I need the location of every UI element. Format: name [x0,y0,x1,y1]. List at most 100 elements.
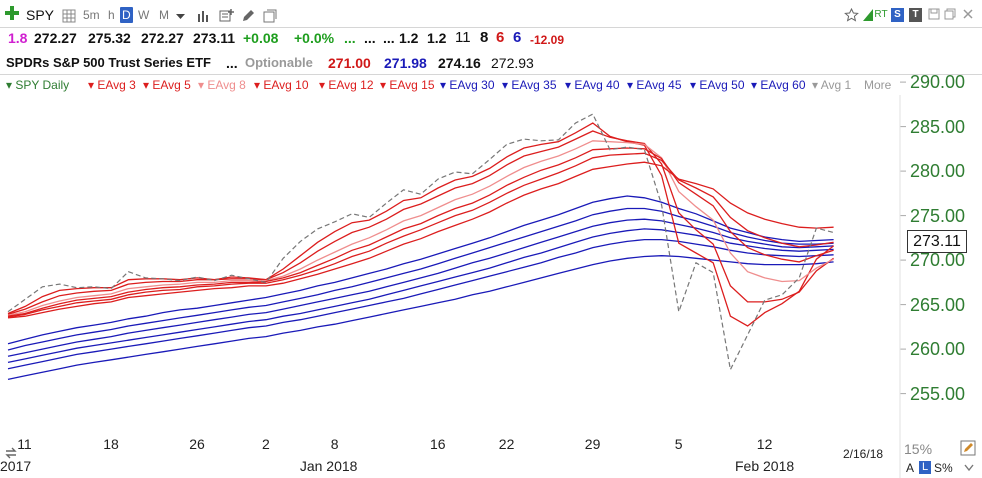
security-name: SPDRs S&P 500 Trust Series ETF [6,55,211,70]
quote-green-dots: ... [344,30,356,46]
series-eavg-30 [7,195,834,345]
legend-item-more[interactable]: More [864,78,892,92]
y-tick-label: 270.00 [910,250,966,271]
x-tick-label: 29 [584,436,601,452]
rt-icon[interactable]: RT [874,9,888,20]
x-month-label: 2017 [0,458,32,474]
y-tick-label: 290.00 [910,72,966,93]
restore-icon[interactable] [944,8,956,22]
x-tick-label: 22 [498,436,515,452]
legend-item-spy-daily[interactable]: ▾ SPY Daily [6,78,70,92]
t-dropdown-icon[interactable]: T [909,8,922,22]
s-dropdown-icon[interactable]: S [891,8,904,22]
symbol-input[interactable]: SPY [26,7,55,23]
x-tick-label: 18 [103,436,119,452]
quote-v6: 6 [513,29,522,46]
series-eavg-3 [7,122,834,327]
y-tick-label: 260.00 [910,339,966,360]
y-tick-label: 265.00 [910,294,966,315]
auto-scale-toggle[interactable]: A [906,461,915,475]
y-tick-label: 275.00 [910,205,966,226]
quote-row: 1.8 272.27 275.32 272.27 273.11 +0.08 +0… [0,28,982,48]
save-icon[interactable] [928,8,940,22]
legend-item-eavg-15[interactable]: ▾ EAvg 15 [380,78,435,92]
star-icon[interactable] [843,7,859,22]
timeframe-d[interactable]: D [120,7,133,23]
y-tick-label: 280.00 [910,161,966,182]
alert-icon[interactable] [862,8,874,22]
bar-chart-icon[interactable] [197,8,211,30]
edit-icon[interactable] [960,440,976,461]
grid-icon[interactable] [62,8,76,30]
series-eavg-45 [7,228,834,364]
legend-item-eavg-5[interactable]: ▾ EAvg 5 [143,78,191,92]
legend-item-eavg-45[interactable]: ▾ EAvg 45 [627,78,682,92]
security-dots: ... [226,55,238,71]
security-p2: 271.98 [384,55,427,71]
series-eavg-50 [7,238,834,370]
legend-item-eavg-3[interactable]: ▾ EAvg 3 [88,78,136,92]
quote-dots-2: ... [383,30,395,46]
timeframe-dropdown-icon[interactable] [176,8,185,30]
log-scale-toggle[interactable]: L [919,461,931,474]
legend-item-eavg-60[interactable]: ▾ EAvg 60 [751,78,806,92]
quote-v5: 6 [496,29,505,46]
timeframe-5m[interactable]: 5m [83,8,100,22]
x-tick-label: 8 [330,436,339,452]
quote-low: 272.27 [141,30,184,46]
timeframe-w[interactable]: W [138,8,150,22]
security-p1: 271.00 [328,55,371,71]
toolbar-divider [0,27,982,28]
x-month-label: Feb 2018 [735,458,795,474]
last-date-label: 2/16/18 [843,447,884,461]
legend-item-eavg-10[interactable]: ▾ EAvg 10 [254,78,309,92]
quote-v1: 1.2 [399,30,419,46]
quote-v7: -12.09 [530,33,565,47]
last-price-box: 273.11 [907,230,967,253]
add-symbol-icon[interactable] [4,5,20,27]
legend-item-eavg-30[interactable]: ▾ EAvg 30 [440,78,495,92]
legend-item-eavg-12[interactable]: ▾ EAvg 12 [319,78,374,92]
percent-scale-toggle[interactable]: S% [934,461,953,475]
quote-change: +0.08 [243,30,279,46]
x-tick-label: 12 [756,436,773,452]
series-eavg-5 [7,130,834,316]
series-eavg-60 [7,255,834,381]
legend-item-eavg-35[interactable]: ▾ EAvg 35 [502,78,557,92]
timeframe-h[interactable]: h [108,8,115,22]
legend-item-avg-1[interactable]: ▾ Avg 1 [812,78,852,92]
legend-item-eavg-50[interactable]: ▾ EAvg 50 [690,78,745,92]
series-eavg-40 [7,218,834,357]
pencil-icon[interactable] [241,8,255,30]
refresh-icon[interactable] [4,446,18,465]
series-eavg-10 [7,147,834,317]
quote-v2: 1.2 [427,30,447,46]
price-axis[interactable]: 255.00 260.00 265.00 270.00 275.00 280.00 285.… [900,72,982,434]
timeframe-m[interactable]: M [159,8,169,22]
quote-high: 275.32 [88,30,131,46]
quote-open: 272.27 [34,30,77,46]
header-divider [0,74,982,75]
series-spy [7,113,834,372]
series-eavg-15 [7,161,834,319]
quote-lead: 1.8 [8,30,28,46]
legend-item-eavg-40[interactable]: ▾ EAvg 40 [565,78,620,92]
close-icon[interactable] [962,8,974,22]
x-tick-label: 11 [17,436,32,452]
quote-v4: 8 [480,29,489,46]
toolbar: SPY 5m h D W M RT S T [0,4,982,26]
add-study-icon[interactable] [219,8,235,30]
security-row: SPDRs S&P 500 Trust Series ETF ... Optio… [0,53,982,73]
series-eavg-12 [7,152,834,318]
security-p3: 274.16 [438,55,481,71]
series-eavg-8 [7,140,834,316]
note-icon[interactable] [263,8,277,30]
chevron-down-icon[interactable] [964,461,974,478]
quote-dots-1: ... [364,30,376,46]
x-tick-label: 2 [262,436,270,452]
y-tick-label: 255.00 [910,383,966,404]
x-month-label: Jan 2018 [299,458,358,474]
legend-item-eavg-8[interactable]: ▾ EAvg 8 [198,78,246,92]
